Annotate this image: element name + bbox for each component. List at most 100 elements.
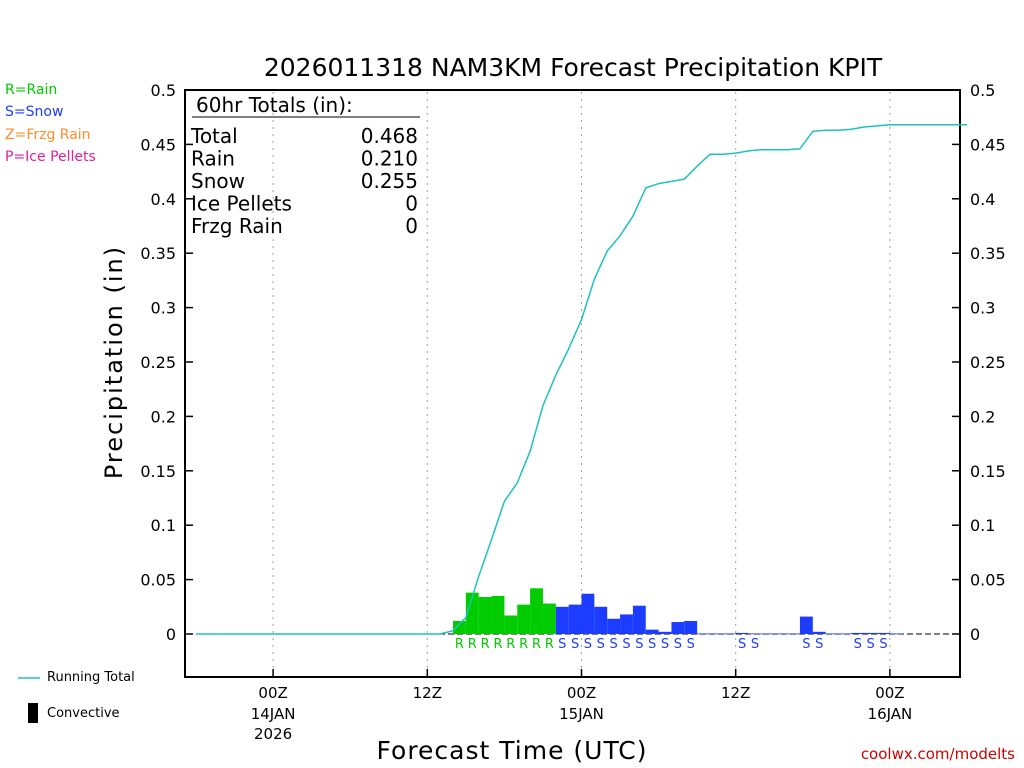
x-tick-label: 12Z	[413, 684, 442, 702]
ptype-label: S	[622, 637, 630, 652]
precip-bar	[748, 633, 762, 635]
running-total-line	[196, 124, 967, 635]
precip-bar	[517, 604, 531, 634]
precip-bar	[581, 593, 595, 634]
ptype-label: S	[648, 637, 656, 652]
precip-bar	[491, 595, 505, 634]
precip-bar	[453, 620, 466, 634]
precip-bar	[722, 633, 736, 635]
precip-bar	[761, 633, 775, 635]
totals-label: Total	[190, 124, 238, 148]
precip-bar	[864, 632, 878, 634]
x-axis-label: Forecast Time (UTC)	[377, 736, 648, 765]
x-tick-label: 00Z	[875, 684, 904, 702]
totals-value: 0.210	[361, 147, 418, 171]
ptype-label: S	[661, 637, 669, 652]
precip-bar	[684, 620, 698, 634]
ptype-label: R	[493, 637, 502, 652]
precip-bar	[787, 633, 800, 635]
y-tick-label-left: 0.35	[140, 244, 176, 263]
y-tick-label-right: 0	[970, 625, 980, 644]
totals-value: 0	[405, 214, 418, 238]
ptype-label: S	[597, 637, 605, 652]
ptype-label: S	[571, 637, 579, 652]
precip-bar	[530, 588, 543, 634]
plot-frame	[184, 89, 961, 678]
legend-running-total: Running Total	[47, 670, 135, 685]
ptype-label: R	[545, 637, 554, 652]
totals-label: Rain	[191, 147, 235, 171]
y-tick-label-left: 0.3	[151, 299, 176, 318]
plot-area: 0.5 0.5 0.45 0.45 0.4 0.4 0.35 0.35 0.3 0.3 0.25 0.…	[140, 81, 1005, 743]
precip-bar	[568, 604, 582, 634]
y-tick-label-right: 0.4	[970, 190, 995, 209]
y-axis-label: Precipitation (in)	[100, 245, 128, 479]
precip-bar	[478, 597, 492, 634]
ptype-label: S	[879, 637, 887, 652]
ptype-label: S	[687, 637, 695, 652]
y-tick-label-right: 0.2	[970, 407, 995, 426]
x-tick-label: 00Z	[567, 684, 596, 702]
ptype-label: S	[674, 637, 682, 652]
totals-title: 60hr Totals (in):	[196, 93, 353, 117]
y-tick-label-right: 0.1	[970, 516, 995, 535]
x-tick-year: 2026	[254, 725, 292, 743]
totals-label: Snow	[191, 169, 245, 193]
y-tick-label-left: 0.5	[151, 81, 176, 100]
ptype-label: S	[558, 637, 566, 652]
precip-bar	[607, 618, 621, 634]
ptype-label: S	[584, 637, 592, 652]
totals-label: Frzg Rain	[191, 214, 283, 238]
y-tick-label-left: 0.1	[151, 516, 176, 535]
precip-bar	[658, 631, 672, 634]
y-tick-label-left: 0	[166, 625, 176, 644]
ptype-label: S	[854, 637, 862, 652]
x-tick-label: 00Z	[258, 684, 287, 702]
y-tick-label-right: 0.45	[970, 135, 1006, 154]
precip-bar	[799, 616, 813, 634]
x-tick-date: 16JAN	[868, 705, 913, 723]
y-tick-label-left: 0.4	[151, 190, 176, 209]
source-credit: coolwx.com/modelts	[860, 745, 1015, 763]
precip-bar	[877, 632, 890, 634]
ptype-label: S	[635, 637, 643, 652]
totals-value: 0	[405, 192, 418, 216]
x-tick-date: 14JAN	[251, 705, 296, 723]
precip-bar	[735, 632, 749, 634]
precip-bar	[697, 633, 710, 635]
ptype-label: R	[506, 637, 515, 652]
y-tick-label-right: 0.35	[970, 244, 1006, 263]
ptype-label: S	[751, 637, 759, 652]
precip-bar	[632, 605, 646, 634]
y-tick-label-left: 0.2	[151, 407, 176, 426]
y-tick-label-right: 0.15	[970, 462, 1006, 481]
ptype-label: R	[455, 637, 464, 652]
precip-bar	[812, 631, 826, 634]
totals-value: 0.255	[361, 169, 418, 193]
y-tick-label-left: 0.25	[140, 353, 176, 372]
precip-bar	[620, 614, 633, 634]
chart-title: 2026011318 NAM3KM Forecast Precipitation…	[264, 53, 883, 82]
ptype-label: R	[468, 637, 477, 652]
legend-ice-pellets: P=Ice Pellets	[5, 149, 96, 165]
ptype-label: S	[609, 637, 617, 652]
precip-bar	[889, 633, 903, 635]
ptype-label: S	[738, 637, 746, 652]
y-tick-label-right: 0.5	[970, 81, 995, 100]
ptype-label: S	[866, 637, 874, 652]
y-tick-label-right: 0.05	[970, 571, 1006, 590]
legend-snow: S=Snow	[5, 104, 64, 120]
precip-bar	[774, 633, 788, 635]
y-tick-label-right: 0.25	[970, 353, 1006, 372]
precip-bar	[542, 603, 556, 634]
precip-bar	[645, 629, 659, 634]
ptype-label: R	[519, 637, 528, 652]
precip-bar	[710, 633, 723, 635]
ptype-label: S	[802, 637, 810, 652]
precip-bar	[671, 622, 685, 634]
totals-value: 0.468	[361, 124, 418, 148]
y-tick-label-left: 0.05	[140, 571, 176, 590]
legend-rain: R=Rain	[5, 82, 58, 98]
ptype-label: S	[815, 637, 823, 652]
totals-label: Ice Pellets	[191, 192, 292, 216]
